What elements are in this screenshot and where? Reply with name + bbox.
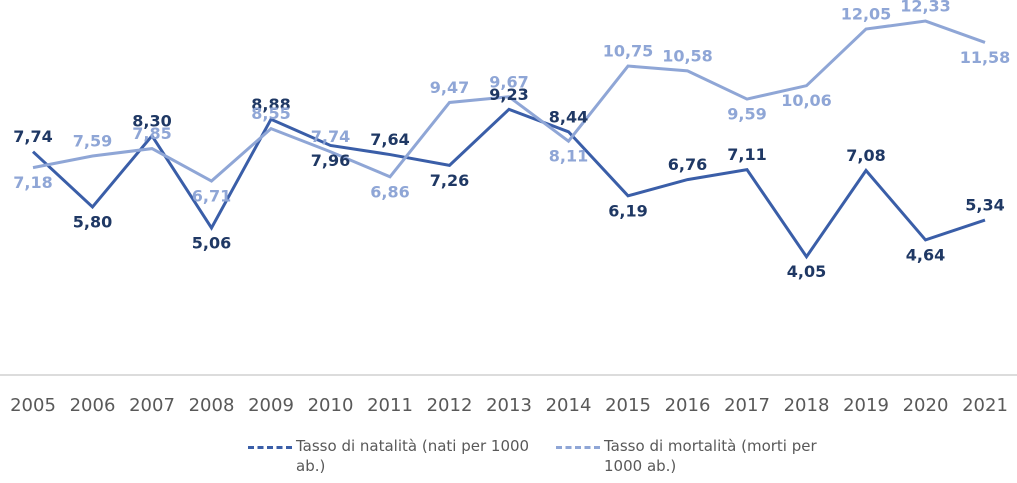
data-label: 6,19 (608, 201, 647, 220)
data-label: 12,33 (900, 0, 951, 16)
legend-swatch (556, 446, 600, 449)
legend-swatch (248, 446, 292, 449)
x-tick-label: 2006 (70, 395, 116, 416)
data-label: 7,85 (132, 124, 171, 143)
data-label: 8,88 (251, 95, 290, 114)
x-tick-label: 2019 (843, 395, 889, 416)
x-tick-label: 2020 (903, 395, 949, 416)
data-label: 8,11 (549, 147, 588, 166)
series-line (32, 19, 986, 183)
x-tick-label: 2007 (129, 395, 175, 416)
legend-item: Tasso di natalità (nati per 1000 ab.) (248, 436, 536, 476)
data-label: 12,05 (841, 5, 892, 24)
data-label: 8,44 (549, 107, 588, 126)
data-label: 6,71 (192, 187, 231, 206)
x-tick-label: 2015 (605, 395, 651, 416)
x-tick-label: 2018 (784, 395, 830, 416)
x-tick-label: 2017 (724, 395, 770, 416)
legend-item: Tasso di mortalità (morti per 1000 ab.) (556, 436, 844, 476)
series-line (31, 107, 986, 260)
x-tick-label: 2011 (367, 395, 413, 416)
data-label: 7,96 (311, 151, 350, 170)
data-label: 5,80 (73, 212, 112, 231)
data-label: 11,58 (960, 48, 1011, 67)
data-label: 10,75 (603, 42, 654, 61)
chart: 2005 2006 2007 2008 2009 2010 2011 2012 2013 2014… (0, 0, 1017, 416)
data-label: 7,64 (370, 130, 409, 149)
data-label: 7,11 (727, 145, 766, 164)
data-label: 7,74 (311, 127, 350, 146)
x-tick-label: 2012 (427, 395, 473, 416)
data-label: 8,30 (132, 111, 171, 130)
legend-label: Tasso di mortalità (morti per 1000 ab.) (604, 437, 817, 475)
data-label: 7,08 (846, 146, 885, 165)
x-tick-label: 2010 (308, 395, 354, 416)
x-tick-label: 2021 (962, 395, 1008, 416)
data-label: 7,59 (73, 131, 112, 150)
data-label: 5,06 (192, 233, 231, 252)
x-tick-label: 2016 (665, 395, 711, 416)
data-label: 5,34 (965, 196, 1004, 215)
data-label: 10,06 (781, 91, 832, 110)
data-label: 8,55 (251, 104, 290, 123)
x-tick-label: 2008 (189, 395, 235, 416)
data-label: 9,59 (727, 105, 766, 124)
data-label: 6,76 (668, 155, 707, 174)
data-label: 7,74 (13, 127, 52, 146)
data-label: 9,47 (430, 78, 469, 97)
x-tick-label: 2005 (10, 395, 56, 416)
x-tick-label: 2014 (546, 395, 592, 416)
data-label: 6,86 (370, 182, 409, 201)
legend-label: Tasso di natalità (nati per 1000 ab.) (296, 437, 530, 475)
x-tick-label: 2009 (248, 395, 294, 416)
x-tick-label: 2013 (486, 395, 532, 416)
data-label: 9,67 (489, 72, 528, 91)
data-label: 10,58 (662, 46, 713, 65)
data-label: 7,18 (13, 173, 52, 192)
data-label: 7,26 (430, 171, 469, 190)
data-label: 4,64 (906, 245, 945, 264)
data-label: 9,23 (489, 85, 528, 104)
data-label: 4,05 (787, 262, 826, 281)
